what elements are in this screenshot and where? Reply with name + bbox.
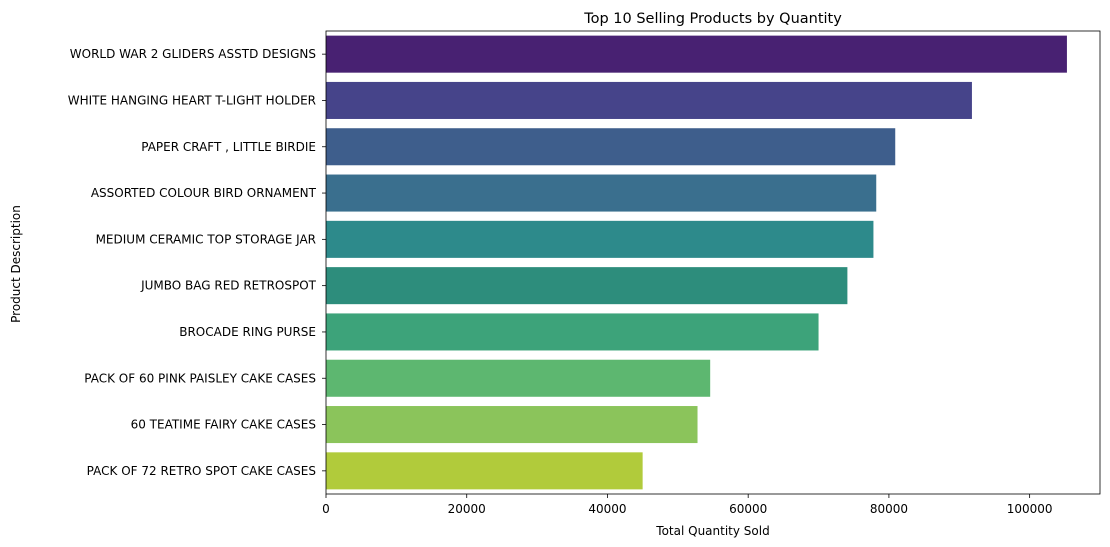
y-tick-label: 60 TEATIME FAIRY CAKE CASES [131,418,316,432]
y-tick-label: PAPER CRAFT , LITTLE BIRDIE [141,140,316,154]
x-tick-label: 20000 [448,502,486,516]
y-tick-label: JUMBO BAG RED RETROSPOT [140,279,317,293]
bar [326,313,819,351]
y-tick-label: ASSORTED COLOUR BIRD ORNAMENT [91,186,317,200]
bar [326,452,643,490]
x-tick-label: 80000 [870,502,908,516]
y-tick-label: PACK OF 60 PINK PAISLEY CAKE CASES [84,371,316,385]
plot-frame [325,30,1101,495]
chart-title: Top 10 Selling Products by Quantity [583,11,842,27]
x-tick-label: 60000 [729,502,767,516]
bar [326,174,877,212]
y-tick-labels: WORLD WAR 2 GLIDERS ASSTD DESIGNS WHITE H… [68,47,326,478]
y-tick-label: WORLD WAR 2 GLIDERS ASSTD DESIGNS [70,47,316,61]
bars-group [326,35,1067,490]
y-tick-label: WHITE HANGING HEART T-LIGHT HOLDER [68,93,316,107]
y-axis-label: Product Description [9,205,23,323]
y-tick-label: BROCADE RING PURSE [179,325,316,339]
bar [326,359,711,397]
bar [326,406,698,444]
x-tick-label: 0 [322,502,330,516]
y-tick-label: PACK OF 72 RETRO SPOT CAKE CASES [87,464,316,478]
x-axis-label: Total Quantity Sold [655,524,769,538]
y-tick-label: MEDIUM CERAMIC TOP STORAGE JAR [96,232,316,246]
x-tick-label: 40000 [588,502,626,516]
bar [326,220,874,258]
bar [326,128,896,166]
x-tick-label: 100000 [1007,502,1053,516]
bar [326,81,972,119]
bar [326,267,848,305]
bar [326,35,1067,73]
x-ticks: 0 20000 40000 60000 80000 100000 [322,494,1053,516]
